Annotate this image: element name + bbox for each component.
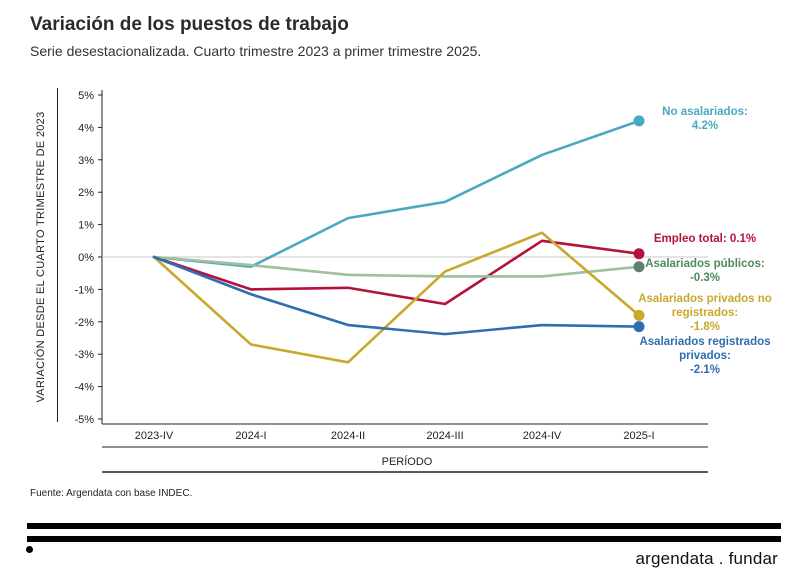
series-line bbox=[152, 119, 641, 269]
x-axis-label: PERÍODO bbox=[382, 455, 433, 468]
y-tick-label: 1% bbox=[78, 220, 94, 232]
chart-subtitle: Serie desestacionalizada. Cuarto trimest… bbox=[30, 43, 482, 59]
series-end-point bbox=[633, 248, 645, 260]
series-end-label: 4.2% bbox=[692, 120, 718, 132]
y-tick-label: -3% bbox=[74, 349, 94, 361]
x-tick-label: 2023-IV bbox=[135, 430, 174, 442]
series-end-label: Asalariados públicos: bbox=[645, 258, 765, 270]
series-end-point bbox=[633, 309, 645, 321]
footer-rule-bottom bbox=[27, 536, 781, 542]
y-tick-label: 4% bbox=[78, 122, 94, 134]
brand-logo-text: argendata . fundar bbox=[635, 549, 778, 568]
series-end-point bbox=[633, 261, 645, 273]
y-tick-label: 5% bbox=[78, 90, 94, 102]
series-line bbox=[152, 239, 641, 306]
y-tick-label: -5% bbox=[74, 414, 94, 426]
footer-rule-top bbox=[27, 523, 781, 529]
series-end-label: -0.3% bbox=[690, 272, 720, 284]
y-tick-label: 0% bbox=[78, 252, 94, 264]
series-end-point bbox=[633, 115, 645, 127]
chart-title: Variación de los puestos de trabajo bbox=[30, 14, 349, 35]
series-end-label: -1.8% bbox=[690, 321, 720, 333]
footer-dot bbox=[26, 546, 33, 553]
y-axis-label-rule bbox=[57, 88, 58, 422]
y-tick-label: -2% bbox=[74, 317, 94, 329]
series-end-label: Empleo total: 0.1% bbox=[654, 233, 756, 245]
x-tick-label: 2024-I bbox=[235, 430, 266, 442]
y-tick-label: 2% bbox=[78, 187, 94, 199]
x-tick-label: 2024-II bbox=[331, 430, 365, 442]
series-end-point bbox=[633, 321, 645, 333]
series-end-label: Asalariados privados no bbox=[638, 293, 772, 305]
series-end-label: -2.1% bbox=[690, 364, 720, 376]
x-tick-label: 2024-III bbox=[426, 430, 463, 442]
source-note: Fuente: Argendata con base INDEC. bbox=[30, 488, 193, 499]
series-line bbox=[152, 255, 641, 278]
series-end-label: registrados: bbox=[672, 307, 738, 319]
y-tick-label: -1% bbox=[74, 284, 94, 296]
series-end-label: Asalariados registrados bbox=[639, 336, 770, 348]
y-tick-label: -4% bbox=[74, 382, 94, 394]
series-line bbox=[152, 231, 641, 364]
series-end-label: privados: bbox=[679, 350, 731, 362]
x-tick-label: 2025-I bbox=[623, 430, 654, 442]
y-tick-label: 3% bbox=[78, 155, 94, 167]
series-end-label: No asalariados: bbox=[662, 106, 748, 118]
x-tick-label: 2024-IV bbox=[523, 430, 562, 442]
series-line bbox=[152, 255, 641, 336]
